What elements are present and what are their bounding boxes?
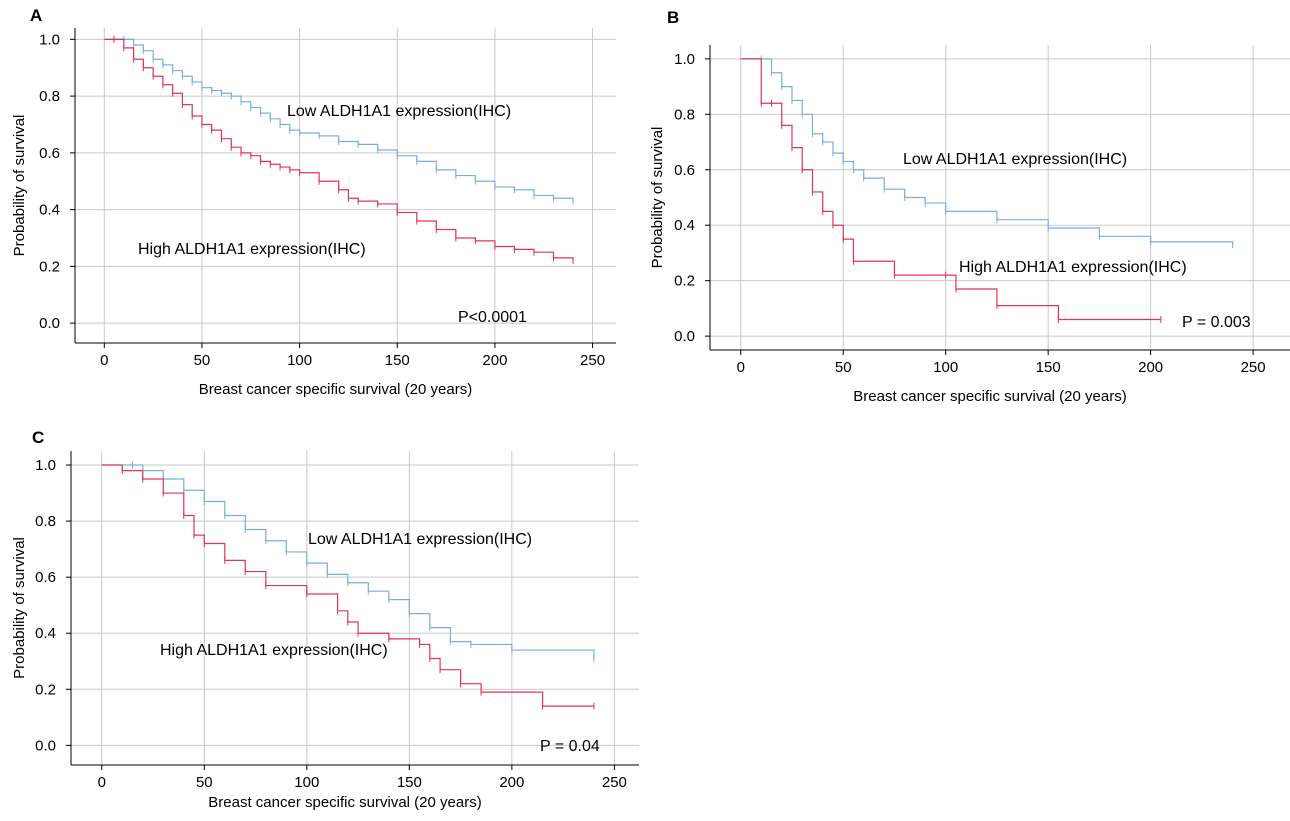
series-low	[740, 55, 1234, 249]
km-chart-a: 0 50 100 150 200 250 0.0 0.2 0.4 0.6 0.8 1.0 Breast …	[11, 28, 616, 398]
y-tick-label: 0.0	[39, 315, 60, 332]
y-tick-label: 0.6	[35, 569, 56, 586]
x-tick-label: 0	[737, 359, 745, 376]
x-tick-label: 150	[1036, 359, 1061, 376]
x-axis-title: Breast cancer specific survival (20 year…	[853, 388, 1126, 405]
low-series-label: Low ALDH1A1 expression(IHC)	[287, 103, 511, 120]
x-tick-label: 0	[100, 352, 108, 369]
series-low	[101, 461, 595, 662]
panel-b: B 0 50 100 150 200 250 0.0 0.2 0.4 0.6 0.8 1.0 Breas…	[645, 0, 1290, 410]
y-tick-label: 1.0	[674, 51, 695, 68]
grid	[71, 451, 639, 765]
x-tick-label: 100	[287, 352, 312, 369]
survival-curve	[104, 38, 574, 202]
y-axis-title: Probability of survival	[649, 127, 666, 269]
panel-c: C 0 50 100 150 200 250 0.0 0.2 0.4 0.6 0.8 1.0 Breas…	[0, 420, 640, 821]
high-series-label: High ALDH1A1 expression(IHC)	[138, 241, 366, 258]
x-tick-label: 100	[933, 359, 958, 376]
y-tick-label: 0.2	[35, 681, 56, 698]
x-axis-title: Breast cancer specific survival (20 year…	[199, 381, 472, 398]
series-high	[101, 464, 595, 710]
survival-curve	[101, 464, 595, 659]
panel-label: C	[32, 428, 45, 447]
y-tick-label: 0.0	[35, 737, 56, 754]
panel-label: B	[667, 8, 680, 27]
y-tick-label: 0.4	[39, 202, 60, 219]
high-series-label: High ALDH1A1 expression(IHC)	[160, 642, 388, 659]
y-tick-label: 0.6	[674, 162, 695, 179]
y-tick-label: 0.2	[674, 273, 695, 290]
p-value-label: P = 0.04	[540, 738, 600, 755]
series-high	[104, 35, 574, 265]
grid	[710, 45, 1290, 350]
p-value-label: P<0.0001	[458, 309, 527, 326]
y-tick-label: 0.4	[35, 625, 56, 642]
panel-a: A 0 50 100 150 200 250 0.0 0.2 0.4 0.6 0.8 1.0 Breas…	[0, 0, 640, 410]
low-series-label: Low ALDH1A1 expression(IHC)	[903, 151, 1127, 168]
y-tick-label: 0.8	[39, 88, 60, 105]
grid	[75, 28, 616, 343]
y-axis-title: Probability of survival	[11, 537, 28, 679]
y-tick-label: 0.4	[674, 217, 695, 234]
p-value-label: P = 0.003	[1182, 314, 1251, 331]
y-axis-title: Probability of survival	[11, 115, 28, 257]
low-series-label: Low ALDH1A1 expression(IHC)	[308, 531, 532, 548]
survival-curve	[740, 58, 1234, 245]
y-tick-label: 0.8	[674, 106, 695, 123]
y-tick-label: 0.6	[39, 145, 60, 162]
km-chart-b: 0 50 100 150 200 250 0.0 0.2 0.4 0.6 0.8 1.0 Breast …	[649, 45, 1290, 405]
x-tick-label: 200	[499, 774, 524, 791]
x-tick-label: 50	[196, 774, 213, 791]
y-tick-label: 1.0	[39, 31, 60, 48]
high-series-label: High ALDH1A1 expression(IHC)	[959, 259, 1187, 276]
x-axis-title: Breast cancer specific survival (20 year…	[208, 794, 481, 811]
x-tick-label: 250	[602, 774, 627, 791]
x-tick-label: 0	[98, 774, 106, 791]
x-tick-label: 250	[580, 352, 605, 369]
y-tick-label: 0.8	[35, 513, 56, 530]
x-tick-label: 200	[482, 352, 507, 369]
survival-curve	[740, 58, 1161, 321]
x-tick-label: 150	[397, 774, 422, 791]
y-tick-label: 0.0	[674, 328, 695, 345]
x-tick-label: 250	[1241, 359, 1266, 376]
y-tick-label: 1.0	[35, 457, 56, 474]
km-chart-c: 0 50 100 150 200 250 0.0 0.2 0.4 0.6 0.8 1.0 Breast …	[11, 451, 639, 811]
x-tick-label: 200	[1138, 359, 1163, 376]
series-low	[104, 35, 574, 205]
survival-curve	[101, 464, 594, 707]
survival-curve	[104, 38, 574, 261]
x-tick-label: 100	[294, 774, 319, 791]
x-tick-label: 50	[194, 352, 211, 369]
series-high	[740, 58, 1162, 323]
x-tick-label: 150	[385, 352, 410, 369]
y-tick-label: 0.2	[39, 258, 60, 275]
panel-label: A	[30, 6, 43, 25]
x-tick-label: 50	[835, 359, 852, 376]
